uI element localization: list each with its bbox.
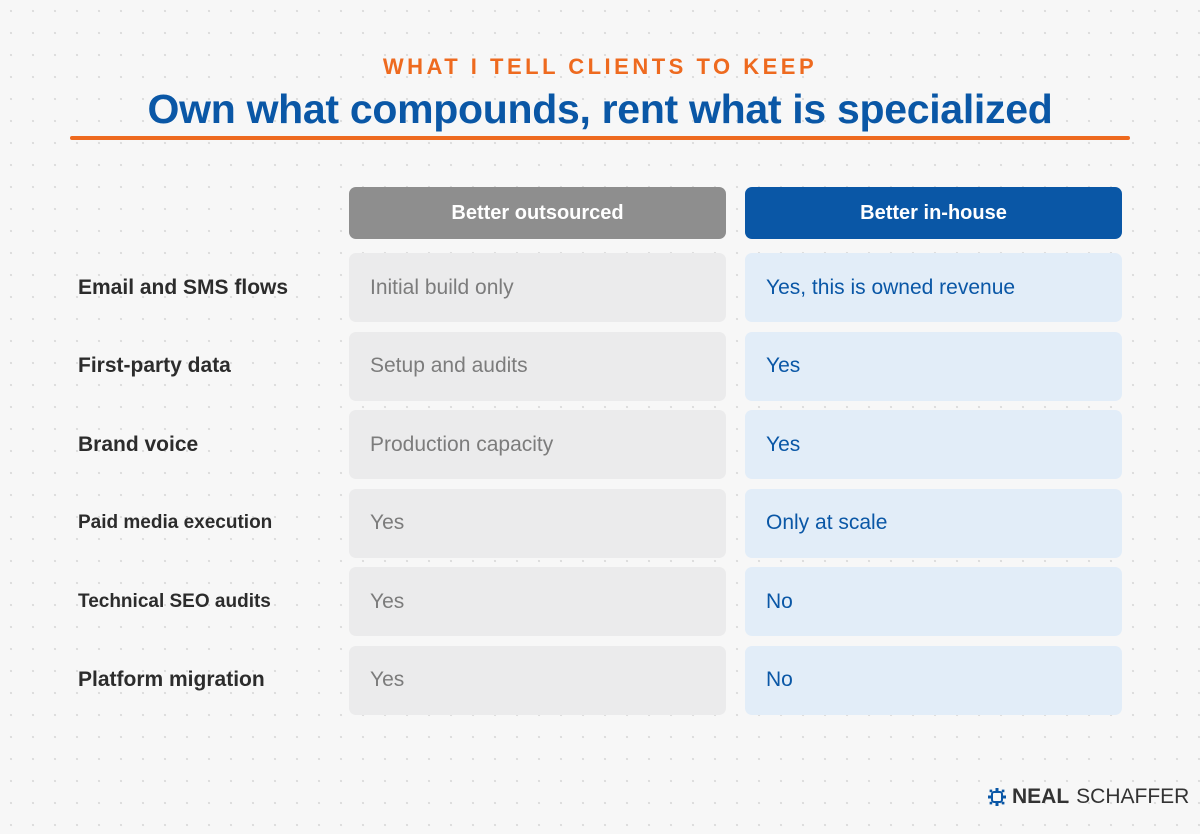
row-label: First-party data (78, 354, 231, 377)
table-row: Paid media execution Yes Only at scale (0, 488, 1200, 558)
column-header-outsourced: Better outsourced (349, 187, 726, 239)
page-title: Own what compounds, rent what is special… (147, 86, 1053, 132)
row-label: Brand voice (78, 432, 199, 456)
row-label: Email and SMS flows (78, 275, 289, 299)
table-row: First-party data Setup and audits Yes (0, 331, 1200, 401)
gear-chip-icon (988, 788, 1006, 806)
row-label: Platform migration (78, 668, 265, 691)
logo-text-light: SCHAFFER (1076, 785, 1190, 808)
table-row: Brand voice Production capacity Yes (0, 410, 1200, 479)
cell-outsourced: Yes (349, 645, 726, 715)
column-header-inhouse: Better in-house (745, 187, 1122, 239)
table-row: Email and SMS flows Initial build only Y… (0, 253, 1200, 322)
table-row: Platform migration Yes No (0, 645, 1200, 715)
cell-outsourced: Production capacity (349, 410, 726, 479)
cell-outsourced: Yes (349, 567, 726, 636)
cell-inhouse: Only at scale (745, 488, 1122, 558)
cell-inhouse: No (745, 645, 1122, 715)
title-underline (70, 136, 1130, 140)
eyebrow: WHAT I TELL CLIENTS TO KEEP (382, 54, 818, 79)
cell-inhouse: Yes (745, 410, 1122, 479)
cell-inhouse: No (745, 567, 1122, 636)
row-label: Technical SEO audits (78, 590, 271, 612)
cell-inhouse: Yes (745, 331, 1122, 401)
brand-logo: NEAL SCHAFFER (987, 784, 1189, 810)
row-label: Paid media execution (78, 512, 273, 533)
cell-inhouse: Yes, this is owned revenue (745, 253, 1122, 322)
cell-outsourced: Setup and audits (349, 331, 726, 401)
cell-outsourced: Yes (349, 488, 726, 558)
table-row: Technical SEO audits Yes No (0, 567, 1200, 636)
logo-text-bold: NEAL (1012, 785, 1070, 808)
cell-outsourced: Initial build only (349, 253, 726, 322)
